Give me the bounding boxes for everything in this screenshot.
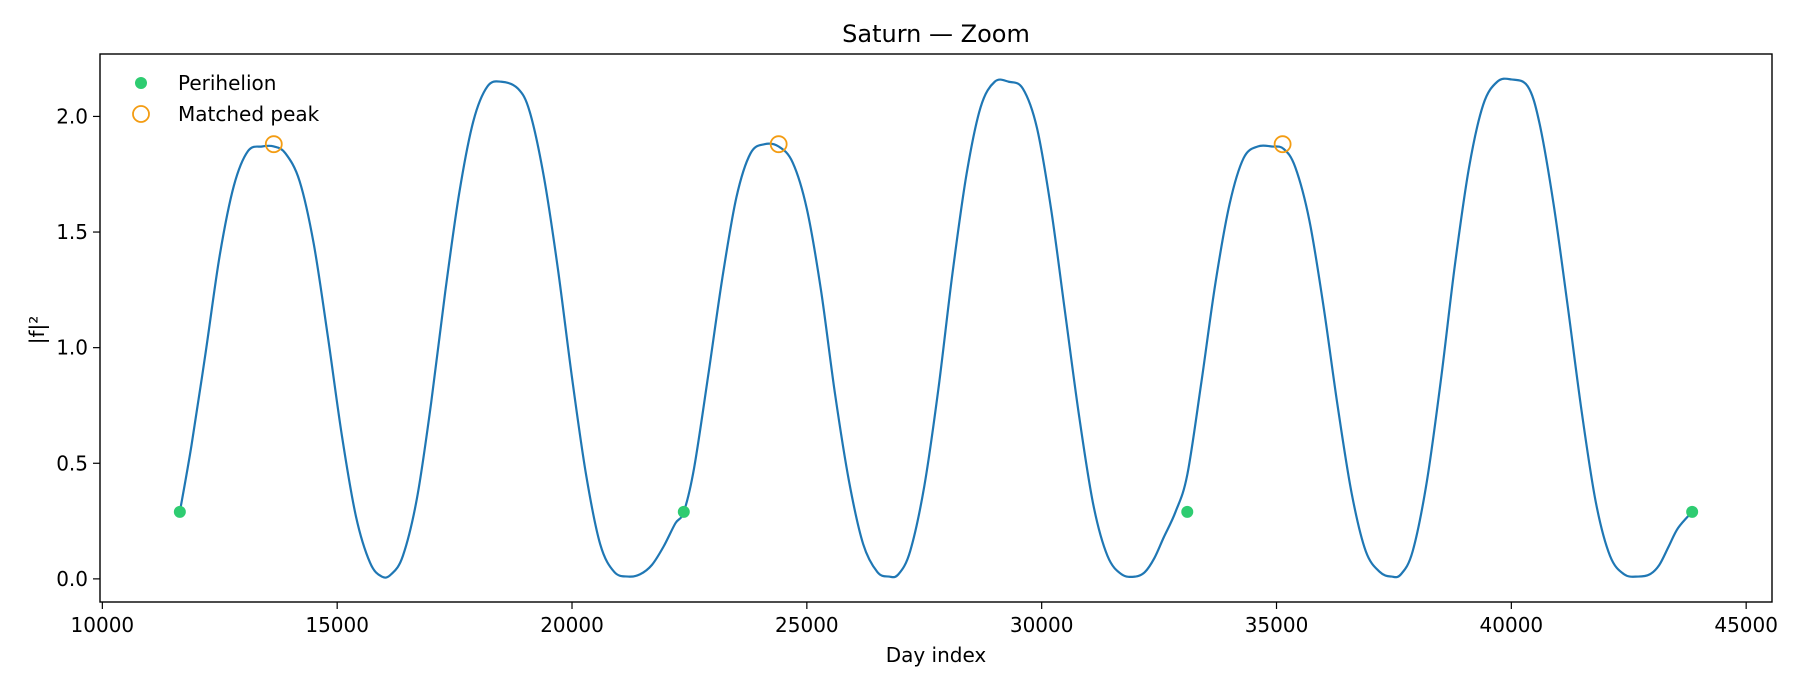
- x-tick-label: 20000: [540, 613, 604, 637]
- x-tick-label: 15000: [305, 613, 369, 637]
- perihelion-point: [1181, 505, 1194, 518]
- perihelion-point: [677, 505, 690, 518]
- plot-frame: [99, 53, 1773, 603]
- x-tick-label: 25000: [775, 613, 839, 637]
- matched-peak-point: [264, 135, 283, 154]
- y-tick-label: 0.5: [56, 451, 88, 475]
- plot-data: [173, 77, 1699, 579]
- legend-marker-perihelion: [135, 77, 147, 89]
- perihelion-point: [1686, 505, 1699, 518]
- x-tick-label: 45000: [1714, 613, 1778, 637]
- y-tick-label: 1.0: [56, 336, 88, 360]
- x-axis-label: Day index: [886, 643, 987, 667]
- x-tick-label: 30000: [1010, 613, 1074, 637]
- legend-label-matched-peak: Matched peak: [178, 102, 320, 126]
- y-tick-label: 2.0: [56, 104, 88, 128]
- legend-label-perihelion: Perihelion: [178, 71, 276, 95]
- x-axis-ticks: 10000 15000 20000 25000 30000 35000 40000 45000: [71, 602, 1778, 637]
- y-tick-label: 0.0: [56, 567, 88, 591]
- x-tick-label: 35000: [1245, 613, 1309, 637]
- legend-marker-matched-peak: [132, 105, 150, 123]
- y-axis-label: |f|²: [25, 316, 49, 345]
- f-squared-line: [178, 77, 1693, 579]
- perihelion-point: [173, 505, 186, 518]
- x-tick-label: 40000: [1480, 613, 1544, 637]
- y-tick-label: 1.5: [56, 220, 88, 244]
- matched-peak-point: [769, 135, 788, 154]
- legend: Perihelion Matched peak: [132, 71, 320, 126]
- matched-peak-point: [1273, 135, 1292, 154]
- x-tick-label: 10000: [71, 613, 135, 637]
- y-axis-ticks: 0.0 0.5 1.0 1.5 2.0: [56, 104, 100, 591]
- chart-title: Saturn — Zoom: [842, 20, 1030, 48]
